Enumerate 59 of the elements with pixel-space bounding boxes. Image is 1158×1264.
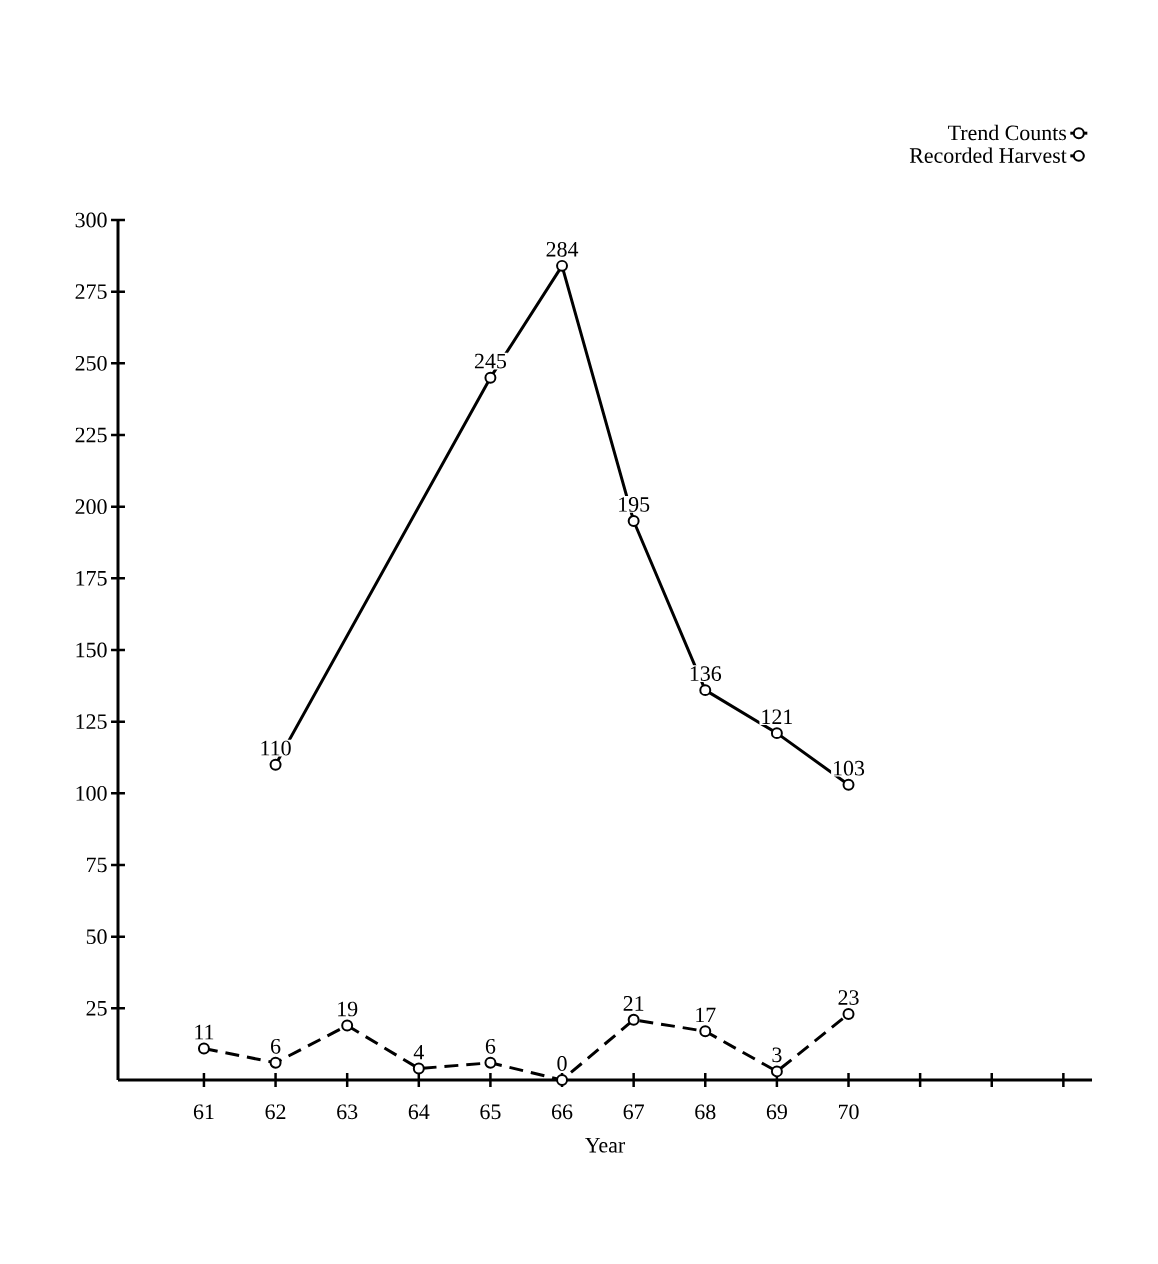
point [412, 1062, 425, 1075]
point [484, 1056, 497, 1069]
y-tick-label: 25 [86, 1000, 107, 1016]
y-tick-label: 200 [75, 499, 107, 515]
x-tick-label: 67 [623, 1104, 644, 1120]
x-tick-label: 62 [265, 1104, 286, 1120]
point [484, 371, 497, 384]
y-tick-label: 175 [76, 570, 107, 586]
point [770, 727, 783, 740]
data-label: 11 [195, 1024, 214, 1040]
data-label: 19 [338, 1001, 358, 1017]
point [197, 1042, 210, 1055]
data-label: 136 [690, 666, 722, 681]
legend-label: Recorded Harvest [909, 147, 1067, 163]
x-tick-label: 66 [552, 1104, 573, 1120]
x-tick-label: 64 [408, 1104, 430, 1120]
y-tick-label: 100 [76, 785, 107, 801]
point [699, 684, 712, 697]
data-label: 195 [619, 497, 650, 512]
x-tick-label: 63 [337, 1104, 358, 1120]
point [699, 1025, 712, 1038]
legend-label: Trend Counts [948, 124, 1067, 141]
x-tick-label: 61 [193, 1104, 214, 1120]
y-tick-label: 150 [76, 642, 107, 658]
y-tick-label: 275 [75, 284, 107, 300]
x-tick-label: 65 [480, 1104, 501, 1120]
y-tick-label: 125 [76, 714, 107, 730]
data-label: 21 [623, 996, 644, 1011]
point [269, 758, 282, 771]
data-label: 0 [557, 1056, 567, 1071]
data-label: 245 [474, 353, 507, 369]
point [770, 1065, 783, 1078]
data-label: 4 [413, 1044, 424, 1060]
data-label: 110 [261, 740, 291, 756]
x-tick-label: 69 [766, 1104, 787, 1120]
point [842, 1008, 855, 1021]
data-label: 6 [485, 1038, 496, 1054]
point [627, 1013, 640, 1026]
data-label: 121 [762, 709, 793, 724]
y-tick-label: 225 [75, 427, 107, 443]
y-tick-label: 75 [87, 857, 107, 873]
data-label: 17 [696, 1007, 716, 1023]
x-tick-label: 68 [695, 1104, 716, 1120]
data-label: 6 [271, 1038, 281, 1054]
data-label: 284 [546, 241, 579, 257]
point [556, 259, 569, 272]
x-axis-title: Year [585, 1138, 626, 1153]
point [556, 1074, 569, 1086]
point [842, 778, 855, 791]
x-tick-label: 70 [838, 1104, 859, 1120]
point [269, 1056, 282, 1069]
y-tick-label: 250 [75, 355, 107, 371]
y-tick-label: 50 [86, 929, 107, 945]
y-tick-label: 300 [75, 212, 107, 228]
point [627, 515, 640, 527]
data-label: 103 [833, 760, 865, 776]
data-label: 23 [838, 990, 859, 1005]
point [341, 1019, 354, 1032]
data-label: 3 [772, 1047, 782, 1063]
